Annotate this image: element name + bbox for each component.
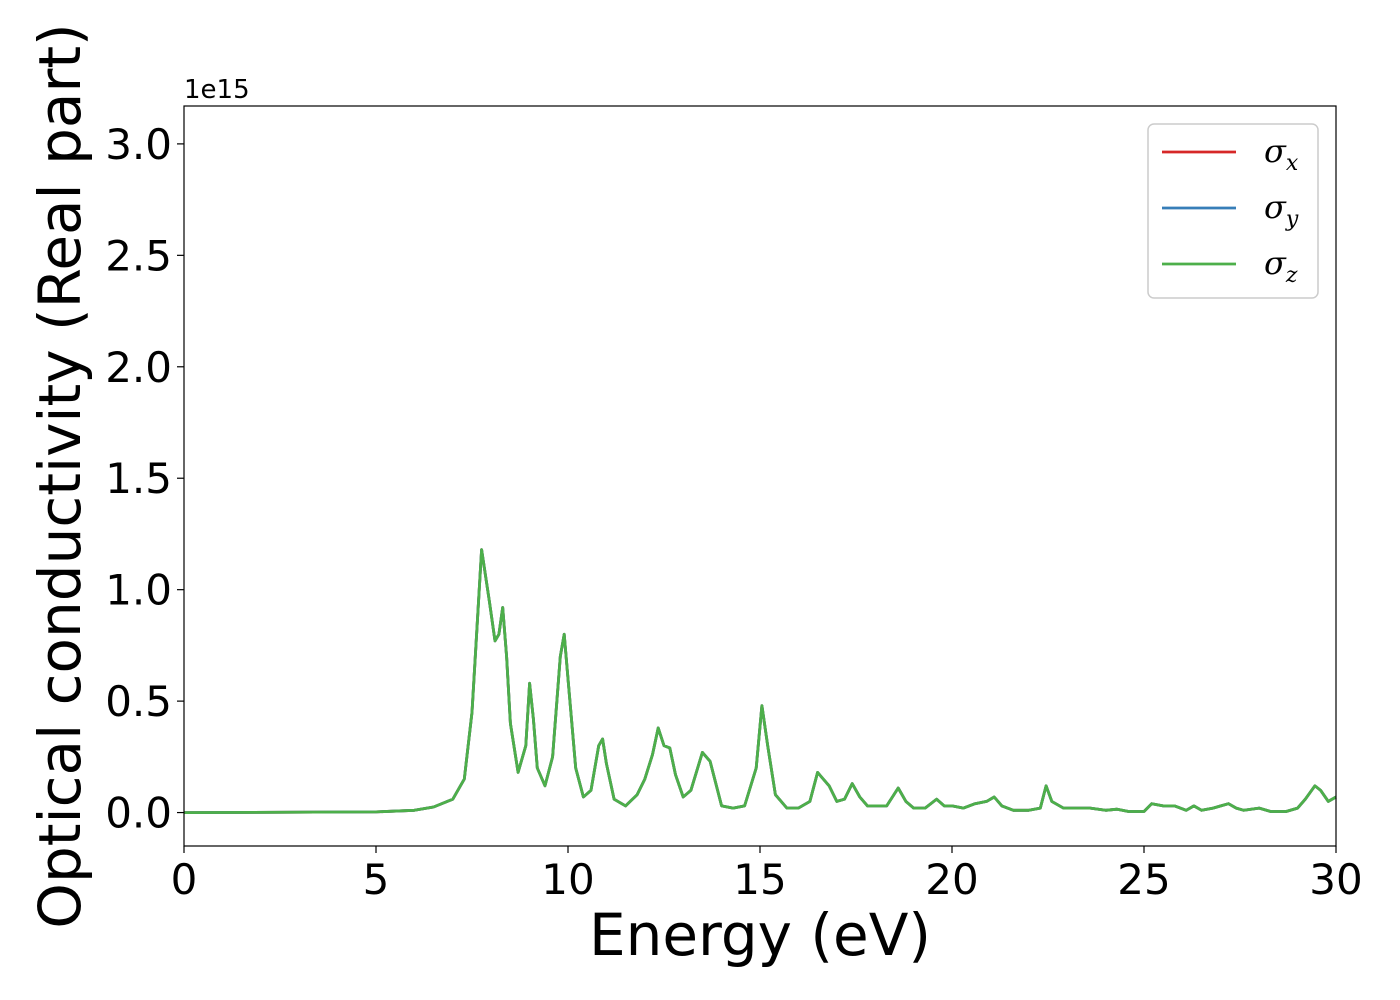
legend-box — [1147, 123, 1319, 299]
y-axis-ticks: 0.0 0.5 1.0 1.5 2.0 2.5 3.0 — [105, 120, 184, 838]
y-tick-label: 1.5 — [105, 454, 172, 503]
y-tick-label: 1.0 — [105, 566, 172, 615]
y-axis-label: Optical conductivity (Real part) — [26, 23, 94, 928]
y-offset-label: 1e15 — [184, 75, 250, 105]
x-tick-label: 5 — [363, 855, 390, 904]
series-layer — [183, 548, 1337, 814]
y-tick-label: 3.0 — [105, 120, 172, 169]
y-tick-label: 0.0 — [105, 789, 172, 838]
x-tick-label: 20 — [925, 855, 978, 904]
x-tick-label: 25 — [1117, 855, 1170, 904]
series-line-z — [183, 548, 1337, 814]
y-tick-label: 2.5 — [105, 231, 172, 280]
x-tick-label: 30 — [1309, 855, 1362, 904]
x-tick-label: 15 — [733, 855, 786, 904]
x-axis-label: Energy (eV) — [589, 901, 931, 969]
y-tick-label: 0.5 — [105, 677, 172, 726]
y-tick-label: 2.0 — [105, 343, 172, 392]
x-tick-label: 10 — [541, 855, 594, 904]
x-tick-label: 0 — [171, 855, 198, 904]
x-axis-ticks: 0 5 10 15 20 25 30 — [171, 846, 1363, 904]
